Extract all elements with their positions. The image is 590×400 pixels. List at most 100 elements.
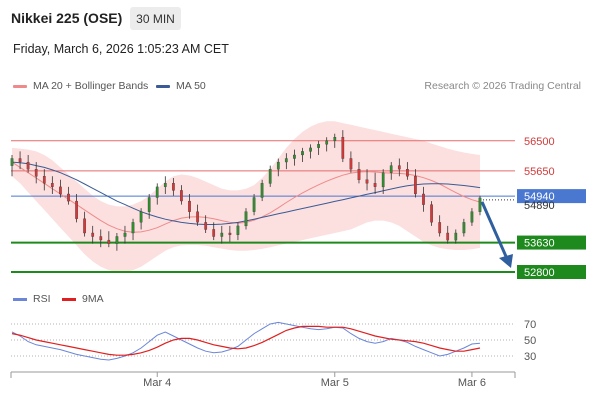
resistance-label-56500: 56500 [524, 136, 555, 148]
candle-down [83, 218, 86, 234]
rsi-swatch [13, 297, 27, 301]
candle-down [373, 183, 377, 187]
candle-up [139, 211, 143, 223]
support-label-52800: 52800 [524, 267, 555, 279]
candle-up [454, 232, 458, 241]
title-bar: Nikkei 225 (OSE) 30 MIN [0, 0, 590, 36]
last-price-label: 54890 [524, 200, 555, 212]
timestamp: Friday, March 6, 2026 1:05:23 AM CET [13, 42, 229, 56]
candle-down [172, 183, 175, 191]
rsi-ma-line [11, 325, 481, 356]
candle-down [446, 232, 450, 241]
candle-down [26, 161, 30, 170]
candle-down [196, 211, 199, 223]
candle-down [414, 176, 417, 195]
instrument-title: Nikkei 225 (OSE) [11, 10, 123, 26]
candle-down [430, 204, 433, 223]
forecast-arrow-shaft [480, 201, 510, 262]
candle-down [365, 179, 369, 184]
candle-up [163, 183, 167, 187]
candle-down [59, 186, 62, 195]
candle-up [252, 197, 256, 212]
forecast-arrow-layer [480, 201, 513, 268]
candle-up [147, 197, 151, 212]
research-credit: Research © 2026 Trading Central [424, 80, 581, 92]
candle-up [317, 144, 320, 148]
candle-up [260, 183, 264, 198]
candle-down [341, 137, 345, 159]
candle-down [67, 193, 70, 202]
candle-up [325, 140, 329, 145]
candle-up [462, 222, 466, 234]
candle-down [42, 176, 46, 184]
rsi-ma-legend-label: 9MA [82, 293, 104, 305]
candle-up [389, 165, 393, 173]
candle-up [293, 154, 296, 159]
timeframe-button[interactable]: 30 MIN [130, 7, 181, 30]
candle-up [284, 158, 288, 163]
x-tick-label-0: Mar 4 [143, 377, 171, 389]
candle-up [155, 186, 159, 198]
x-axis: Mar 4 Mar 5 Mar 6 [10, 371, 516, 389]
candle-down [188, 200, 191, 212]
rsi-legend-label: RSI [33, 293, 51, 305]
bollinger-band-layer [12, 121, 480, 272]
candle-down [357, 169, 361, 180]
current-price-tag [517, 189, 586, 204]
candle-up [268, 169, 272, 184]
candle-down [204, 222, 208, 230]
candle-up [478, 197, 482, 212]
candle-down [422, 193, 425, 205]
candle-down [99, 236, 103, 241]
candle-down [91, 232, 95, 237]
candle-up [333, 137, 337, 141]
resistance-label-55650: 55650 [524, 166, 555, 178]
candle-up [309, 147, 312, 152]
rsi-ma-legend: 9MA [62, 293, 104, 305]
rsi-tick-label-30: 30 [524, 351, 536, 363]
current-price-label: 54940 [524, 191, 555, 203]
rsi-legend: RSI [13, 293, 51, 305]
candle-up [470, 211, 474, 223]
candle-down [212, 229, 216, 237]
ma20-swatch [13, 84, 27, 88]
rsi-tick-label-50: 50 [524, 335, 536, 347]
ma50-legend-label: MA 50 [176, 80, 206, 92]
candle-down [397, 165, 401, 170]
candle-up [131, 222, 135, 234]
candle-down [228, 232, 232, 235]
candle-up [244, 211, 248, 227]
x-tick-label-2: Mar 6 [458, 377, 486, 389]
candle-up [115, 236, 119, 244]
x-tick-label-1: Mar 5 [321, 377, 349, 389]
rsi-panel: 70 50 30 [11, 319, 536, 363]
candle-down [349, 158, 353, 170]
support-label-53630: 53630 [524, 238, 555, 250]
candles-layer [10, 130, 482, 251]
candle-down [34, 169, 38, 177]
support-tag-53630 [517, 235, 586, 250]
candle-down [18, 158, 22, 163]
candle-down [75, 200, 78, 219]
candle-down [107, 239, 111, 244]
ma20-legend: MA 20 + Bollinger Bands [13, 80, 148, 92]
forecast-arrow-head [499, 254, 513, 268]
bollinger-band-area [12, 121, 480, 272]
rsi-ma-swatch [62, 297, 76, 301]
rsi-tick-label-70: 70 [524, 319, 536, 331]
candle-up [220, 232, 224, 237]
candle-up [276, 161, 280, 170]
candle-down [406, 169, 409, 177]
candle-up [381, 172, 385, 188]
candle-down [180, 190, 183, 202]
ma20-legend-label: MA 20 + Bollinger Bands [33, 80, 149, 92]
support-tag-52800 [517, 265, 586, 279]
candle-up [123, 232, 127, 237]
candle-up [236, 225, 240, 235]
candle-up [301, 151, 304, 156]
candle-down [50, 183, 54, 187]
ma50-legend: MA 50 [156, 80, 206, 92]
candle-up [10, 158, 14, 166]
